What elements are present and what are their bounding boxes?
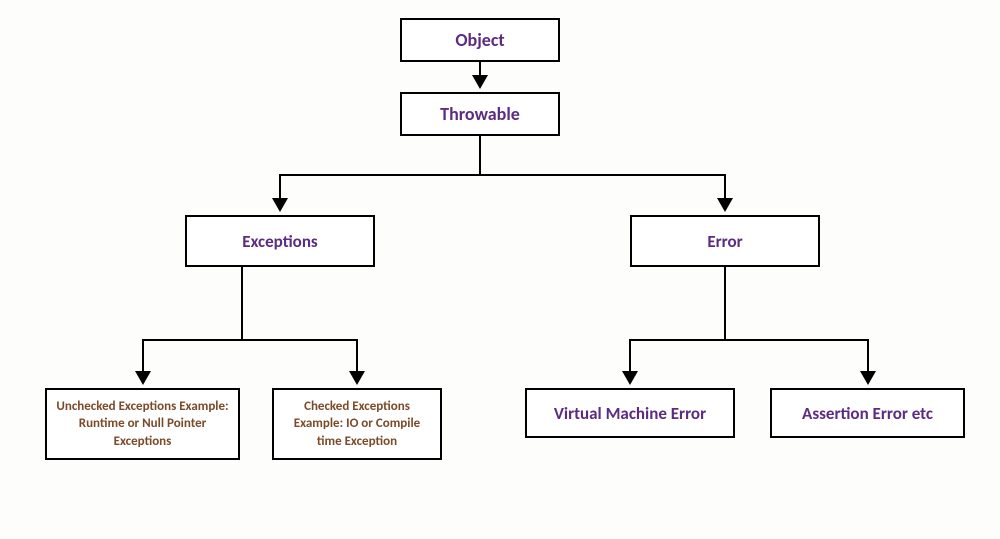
node-exceptions-label: Exceptions — [242, 231, 317, 252]
node-unchecked-label: Unchecked Exceptions Example: Runtime or… — [47, 394, 238, 455]
node-checked-label: Checked Exceptions Example: IO or Compil… — [274, 394, 440, 455]
node-throwable: Throwable — [400, 92, 560, 136]
node-error-label: Error — [707, 231, 742, 252]
node-unchecked-exceptions: Unchecked Exceptions Example: Runtime or… — [45, 388, 240, 460]
node-object-label: Object — [455, 29, 504, 51]
node-throwable-label: Throwable — [440, 103, 520, 125]
node-assertion-label: Assertion Error etc — [792, 403, 943, 424]
node-vmerror-label: Virtual Machine Error — [544, 403, 716, 424]
node-exceptions: Exceptions — [185, 215, 375, 267]
node-assertion-error: Assertion Error etc — [770, 388, 965, 438]
node-checked-exceptions: Checked Exceptions Example: IO or Compil… — [272, 388, 442, 460]
node-virtual-machine-error: Virtual Machine Error — [525, 388, 735, 438]
node-object: Object — [400, 18, 560, 62]
node-error: Error — [630, 215, 820, 267]
